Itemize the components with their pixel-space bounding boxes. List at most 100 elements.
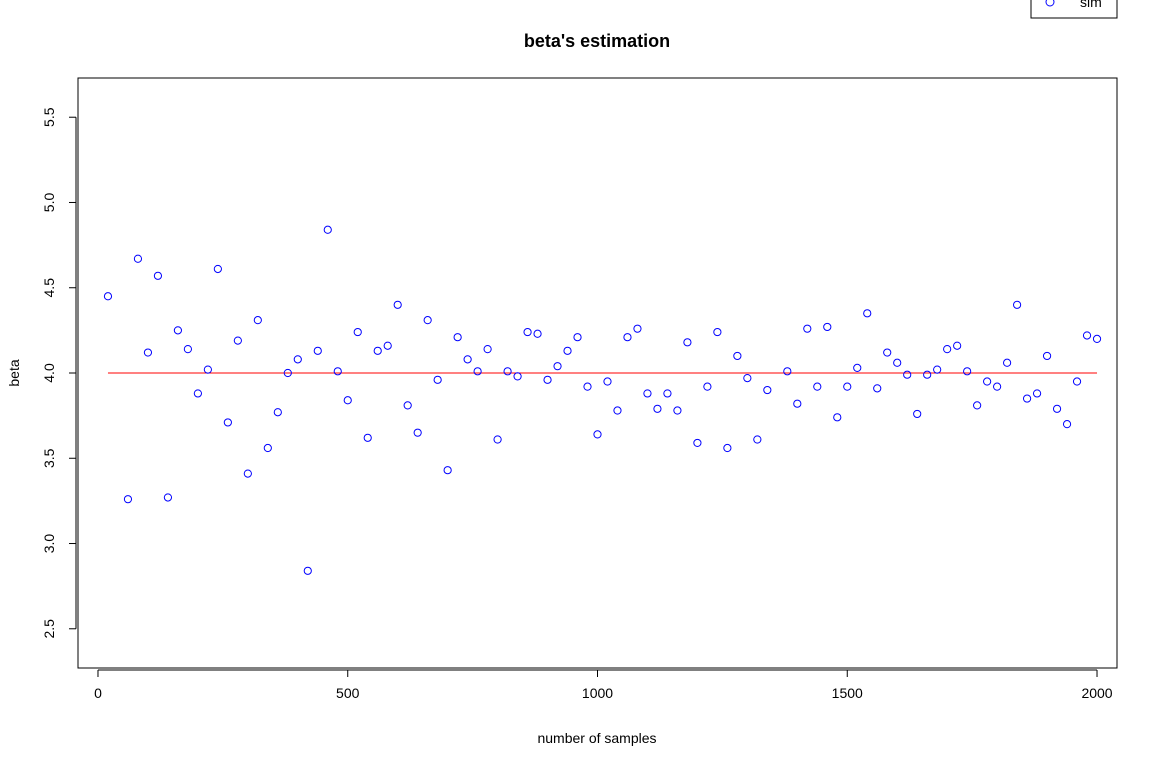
data-point (633, 324, 642, 333)
x-tick-label: 2000 (1081, 685, 1112, 701)
data-point (383, 341, 392, 350)
data-point (613, 406, 622, 415)
data-point (1062, 420, 1072, 429)
data-point (563, 346, 572, 355)
data-point (263, 443, 272, 453)
data-point (203, 365, 212, 374)
data-point (513, 372, 522, 381)
data-point (653, 404, 662, 413)
data-point (803, 324, 812, 333)
y-tick-label: 4.0 (41, 363, 57, 383)
y-axis-label: beta (6, 359, 22, 386)
data-point (233, 336, 242, 345)
data-point (743, 374, 752, 383)
y-tick-label: 4.5 (41, 278, 57, 298)
data-point (783, 367, 792, 376)
data-point (173, 326, 183, 335)
data-point (913, 409, 922, 419)
y-tick-label: 5.0 (41, 193, 57, 213)
data-point (103, 292, 113, 301)
x-axis-label: number of samples (537, 730, 656, 746)
data-point (713, 327, 722, 337)
y-axis: 2.5 3.0 3.5 4.0 4.5 5.0 5.5 (41, 107, 77, 639)
data-point (733, 351, 742, 361)
data-point (853, 363, 862, 372)
x-tick-label: 500 (336, 685, 360, 701)
data-point (753, 435, 762, 444)
data-point (693, 438, 702, 448)
data-point (1032, 389, 1042, 398)
data-point (133, 254, 143, 263)
data-point (463, 355, 472, 364)
data-point (833, 413, 842, 422)
data-point (973, 401, 982, 410)
data-marks (103, 225, 1102, 575)
legend-label-sim: sim (1080, 0, 1102, 10)
data-point (163, 493, 173, 502)
data-point (993, 382, 1002, 391)
data-point (923, 370, 932, 379)
data-point (333, 367, 342, 376)
y-tick-label: 3.5 (41, 448, 57, 468)
y-tick-label: 3.0 (41, 534, 57, 554)
data-point (903, 370, 912, 379)
x-axis: 0 500 1000 1500 2000 (94, 669, 1113, 701)
legend-box (1030, 0, 1118, 19)
data-point (533, 329, 542, 338)
data-point (193, 389, 202, 398)
chart-title: beta's estimation (524, 31, 670, 51)
data-point (143, 348, 153, 357)
data-point (863, 309, 872, 318)
data-point (1022, 394, 1032, 403)
data-point (413, 428, 422, 437)
y-tick-label: 2.5 (41, 619, 57, 639)
data-point (393, 300, 402, 309)
data-point (313, 346, 322, 355)
data-point (483, 345, 492, 354)
data-point (793, 399, 802, 408)
x-tick-label: 0 (94, 685, 102, 701)
legend: sim (1030, 0, 1118, 19)
data-point (363, 433, 372, 442)
data-point (883, 348, 892, 357)
data-point (153, 271, 163, 280)
data-point (443, 466, 452, 475)
data-point (1092, 334, 1102, 343)
data-point (593, 430, 602, 439)
y-tick-label: 5.5 (41, 107, 57, 127)
data-point (623, 333, 632, 342)
data-point (953, 341, 962, 350)
data-point (663, 389, 672, 398)
data-point (523, 327, 532, 337)
data-point (963, 367, 972, 376)
data-point (873, 384, 882, 393)
data-point (1072, 377, 1082, 386)
data-point (373, 346, 382, 355)
data-point (893, 358, 902, 367)
data-point (433, 375, 442, 384)
data-point (283, 368, 292, 378)
data-point (823, 322, 832, 332)
data-point (553, 362, 562, 371)
data-point (403, 401, 412, 410)
data-point (223, 418, 232, 427)
data-point (303, 566, 312, 575)
data-point (763, 385, 772, 395)
data-point (213, 264, 222, 274)
data-point (243, 469, 252, 478)
data-point (293, 355, 302, 364)
plot-frame (77, 77, 1118, 669)
data-point (183, 345, 192, 354)
data-point (493, 435, 502, 444)
data-point (473, 367, 482, 376)
data-point (1003, 358, 1012, 367)
data-point (1082, 331, 1092, 340)
x-tick-label: 1000 (582, 685, 613, 701)
data-point (723, 443, 732, 453)
data-point (1052, 404, 1062, 413)
legend-marker-icon (1045, 0, 1055, 7)
data-point (673, 406, 682, 415)
data-point (253, 316, 262, 325)
data-point (1042, 351, 1052, 361)
